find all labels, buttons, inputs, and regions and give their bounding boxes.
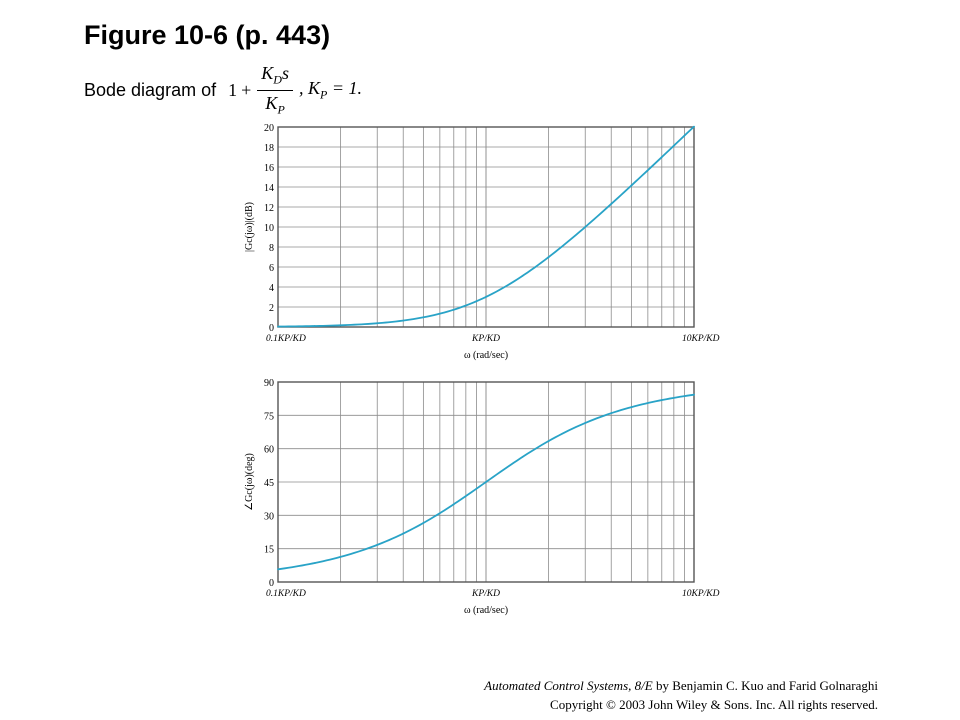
data-point: [693, 125, 695, 128]
data-point: [584, 421, 587, 424]
data-point: [313, 562, 316, 565]
data-point: [521, 275, 524, 277]
denominator-k: K: [265, 92, 278, 113]
transfer-function-formula: 1 + KDs KP , KP = 1.: [228, 63, 362, 117]
data-point: [452, 308, 455, 311]
data-point: [610, 412, 613, 415]
y-tick-label: 75: [264, 411, 274, 422]
data-point: [376, 322, 379, 325]
data-point: [402, 319, 405, 322]
footer-copyright: Copyright © 2003 John Wiley & Sons. Inc.…: [550, 697, 878, 712]
y-tick-label: 16: [264, 163, 274, 174]
data-point: [693, 393, 695, 396]
y-tick-label: 30: [264, 511, 274, 522]
y-tick-label: 15: [264, 545, 274, 556]
condition-k: , K: [298, 77, 320, 98]
numerator-k: K: [261, 62, 274, 83]
footer-book: Automated Control Systems, 8/E: [484, 678, 653, 693]
data-point: [660, 399, 663, 401]
data-point: [630, 184, 633, 187]
numerator-sub: D: [273, 72, 282, 87]
data-point: [339, 324, 342, 327]
data-point: [610, 203, 613, 205]
footer-authors: by Benjamin C. Kuo and Farid Golnaraghi: [652, 678, 878, 693]
x-tick-label: KP/KD: [471, 334, 500, 344]
formula-condition: , KP = 1.: [299, 78, 362, 103]
x-tick-label: 10KP/KD: [682, 589, 720, 599]
y-tick-label: 10: [264, 223, 274, 234]
y-tick-label: 0: [269, 323, 274, 334]
y-tick-label: 45: [264, 478, 274, 489]
footer-citation: Automated Control Systems, 8/E by Benjam…: [484, 678, 878, 694]
formula-denominator: KP: [261, 91, 288, 118]
chart-magnitude: 0 2 4 6 8 10 12 14 16 18 20 0.1KP/KD KP/KD 10KP/KD ω (…: [244, 123, 720, 361]
x-tick-label: KP/KD: [471, 589, 500, 599]
data-point: [630, 406, 633, 409]
formula-plus: +: [241, 79, 252, 100]
x-axis-label: ω (rad/sec): [464, 350, 508, 361]
y-tick-label: 4: [269, 283, 274, 294]
data-point: [376, 543, 379, 546]
data-point: [452, 503, 455, 506]
y-tick-label: 60: [264, 445, 274, 456]
y-tick-label: 6: [269, 263, 274, 274]
subtitle-row: Bode diagram of 1 + KDs KP , KP = 1.: [84, 62, 362, 118]
y-tick-label: 14: [264, 183, 274, 194]
formula-numerator: KDs: [257, 63, 293, 91]
y-tick-label: 20: [264, 123, 274, 134]
data-point: [584, 226, 587, 228]
data-point: [660, 156, 663, 158]
numerator-var: s: [281, 62, 289, 83]
x-tick-label: 0.1KP/KD: [266, 589, 306, 599]
page-title: Figure 10-6 (p. 443): [84, 20, 331, 50]
data-point: [547, 440, 550, 443]
data-point: [485, 296, 487, 298]
condition-rest: = 1.: [327, 77, 362, 98]
data-point: [547, 256, 550, 258]
condition-sub: P: [319, 87, 328, 102]
formula-one: 1: [228, 79, 238, 100]
denominator-sub: P: [277, 102, 285, 117]
data-point: [521, 455, 524, 458]
data-point: [277, 325, 279, 328]
data-point: [339, 555, 342, 558]
data-point: [277, 568, 279, 571]
x-axis-label: ω (rad/sec): [464, 605, 508, 616]
plot-frame: [277, 381, 695, 583]
data-point: [422, 316, 425, 319]
y-tick-label: 18: [264, 143, 274, 154]
y-axis-label: ∠Gc(jω)(deg): [244, 453, 255, 511]
formula-fraction: KDs KP: [257, 63, 293, 117]
chart-phase: 0 15 30 45 60 75 90 0.1KP/KD KP/KD 10KP/KD ω (rad/…: [244, 378, 720, 616]
data-point: [422, 521, 425, 524]
x-tick-label: 10KP/KD: [682, 334, 720, 344]
subtitle: Bode diagram of: [84, 79, 217, 100]
y-tick-label: 90: [264, 378, 274, 389]
x-tick-label: 0.1KP/KD: [266, 334, 306, 344]
y-tick-label: 2: [269, 303, 274, 314]
data-point: [313, 325, 316, 327]
data-point: [402, 532, 405, 535]
data-point: [485, 481, 487, 483]
y-axis-label: |Gc(jω)|(dB): [244, 202, 255, 252]
y-tick-label: 12: [264, 203, 274, 214]
y-tick-label: 8: [269, 243, 274, 254]
plot-frame: [277, 126, 695, 328]
y-tick-label: 0: [269, 578, 274, 589]
